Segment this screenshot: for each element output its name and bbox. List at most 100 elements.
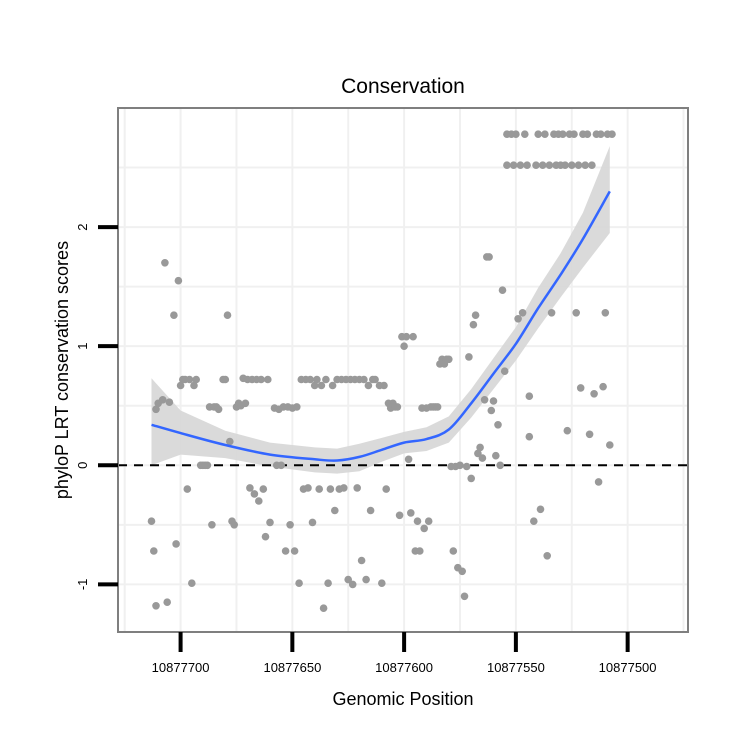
data-point: [293, 403, 301, 411]
data-point: [518, 309, 527, 317]
data-point: [512, 130, 520, 138]
data-point: [319, 604, 328, 612]
data-point: [152, 602, 160, 610]
data-point: [163, 598, 171, 606]
data-point: [485, 253, 493, 261]
data-point: [277, 461, 286, 470]
x-axis-title: Genomic Position: [332, 689, 473, 709]
data-point: [409, 332, 417, 341]
data-points: [147, 130, 616, 612]
data-point: [541, 130, 549, 138]
data-point: [585, 430, 594, 439]
smooth-line-layer: [151, 190, 611, 462]
data-point: [543, 552, 551, 560]
data-point: [581, 161, 589, 169]
data-point: [348, 580, 357, 589]
data-point: [331, 506, 339, 515]
data-point: [250, 490, 259, 498]
data-point: [597, 130, 605, 138]
data-point: [413, 517, 422, 525]
data-point: [407, 509, 415, 517]
y-axis: -1 0 1 2: [75, 223, 118, 590]
data-point: [458, 567, 467, 576]
data-point: [465, 353, 473, 361]
data-point: [489, 397, 498, 405]
data-point: [474, 449, 482, 458]
data-point: [574, 161, 583, 169]
confidence-ribbon: [151, 146, 610, 474]
data-point: [601, 309, 610, 317]
data-point: [264, 375, 272, 384]
data-point: [594, 478, 603, 486]
data-point: [378, 579, 386, 587]
data-point: [480, 396, 489, 404]
data-point: [152, 405, 160, 414]
data-point: [226, 437, 234, 446]
data-point: [525, 392, 534, 401]
confidence-ribbon-layer: [151, 146, 610, 474]
data-point: [353, 484, 362, 492]
data-point: [150, 547, 158, 555]
data-point: [324, 579, 332, 587]
data-point: [158, 396, 167, 404]
data-point: [478, 454, 487, 462]
data-point: [588, 161, 596, 169]
data-point: [599, 382, 607, 391]
data-point: [241, 399, 250, 408]
data-point: [223, 311, 232, 320]
x-tick-label: 10877700: [152, 660, 210, 675]
data-point: [183, 485, 192, 493]
data-point: [608, 130, 616, 138]
data-point: [188, 579, 196, 587]
x-tick-label: 10877600: [375, 660, 433, 675]
data-point: [286, 521, 294, 529]
data-point: [530, 517, 538, 525]
data-point: [433, 403, 442, 411]
data-point: [322, 375, 330, 384]
data-point: [308, 518, 317, 527]
data-point: [445, 355, 453, 364]
data-point: [214, 405, 223, 414]
data-point: [561, 161, 569, 169]
data-point: [266, 518, 274, 527]
data-point: [203, 461, 212, 470]
y-tick-label: -1: [75, 579, 90, 591]
data-point: [509, 161, 518, 169]
data-point: [190, 381, 198, 390]
data-point: [460, 592, 469, 601]
data-point: [400, 342, 408, 351]
data-point: [170, 311, 178, 320]
data-point: [516, 161, 525, 169]
data-point: [290, 547, 299, 555]
data-point: [572, 309, 580, 317]
data-point: [185, 375, 194, 384]
data-point: [360, 375, 368, 384]
data-point: [404, 455, 413, 464]
data-point: [326, 485, 335, 493]
data-point: [568, 161, 576, 169]
data-point: [147, 517, 156, 525]
data-point: [357, 556, 366, 565]
data-point: [525, 432, 534, 441]
data-point: [523, 161, 531, 169]
data-point: [469, 320, 478, 329]
data-point: [364, 381, 373, 390]
data-point: [471, 311, 480, 320]
data-point: [362, 575, 370, 584]
data-point: [532, 161, 540, 169]
data-point: [420, 524, 429, 533]
data-point: [514, 315, 522, 323]
data-point: [467, 474, 476, 483]
data-point: [246, 484, 254, 492]
data-point: [344, 575, 353, 584]
data-point: [230, 521, 238, 529]
data-point: [500, 367, 509, 376]
data-point: [559, 130, 567, 138]
data-point: [254, 497, 263, 505]
data-point: [380, 381, 388, 390]
data-point: [174, 276, 183, 285]
data-point: [576, 384, 585, 392]
data-point: [176, 381, 185, 390]
data-point: [395, 511, 404, 520]
data-point: [462, 462, 471, 471]
